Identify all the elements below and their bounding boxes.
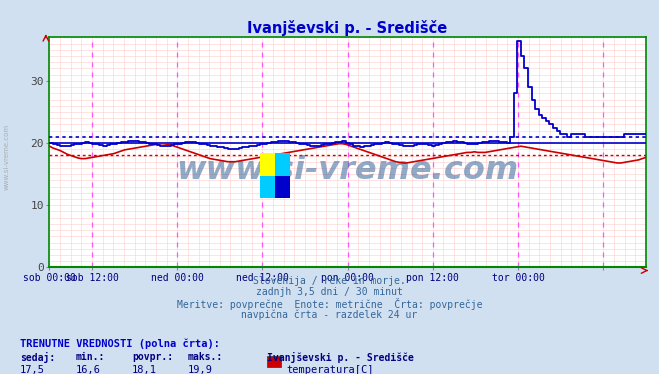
Text: Slovenija / reke in morje.: Slovenija / reke in morje. — [253, 276, 406, 286]
Bar — [275, 153, 290, 176]
Text: temperatura[C]: temperatura[C] — [287, 365, 374, 374]
Bar — [275, 176, 290, 198]
Text: www.si-vreme.com: www.si-vreme.com — [3, 124, 10, 190]
Bar — [260, 153, 275, 176]
Text: Meritve: povprečne  Enote: metrične  Črta: povprečje: Meritve: povprečne Enote: metrične Črta:… — [177, 298, 482, 310]
Text: 18,1: 18,1 — [132, 365, 157, 374]
Text: 16,6: 16,6 — [76, 365, 101, 374]
Text: 17,5: 17,5 — [20, 365, 45, 374]
Text: 19,9: 19,9 — [188, 365, 213, 374]
Text: Ivanjševski p. - Središče: Ivanjševski p. - Središče — [267, 352, 414, 362]
Title: Ivanjševski p. - Središče: Ivanjševski p. - Središče — [248, 20, 447, 36]
Text: sedaj:: sedaj: — [20, 352, 55, 362]
Text: zadnjh 3,5 dni / 30 minut: zadnjh 3,5 dni / 30 minut — [256, 287, 403, 297]
Text: www.si-vreme.com: www.si-vreme.com — [177, 155, 519, 186]
Bar — [260, 176, 275, 198]
Text: navpična črta - razdelek 24 ur: navpična črta - razdelek 24 ur — [241, 310, 418, 320]
Text: povpr.:: povpr.: — [132, 352, 173, 362]
Text: TRENUTNE VREDNOSTI (polna črta):: TRENUTNE VREDNOSTI (polna črta): — [20, 338, 219, 349]
Text: min.:: min.: — [76, 352, 105, 362]
Text: maks.:: maks.: — [188, 352, 223, 362]
